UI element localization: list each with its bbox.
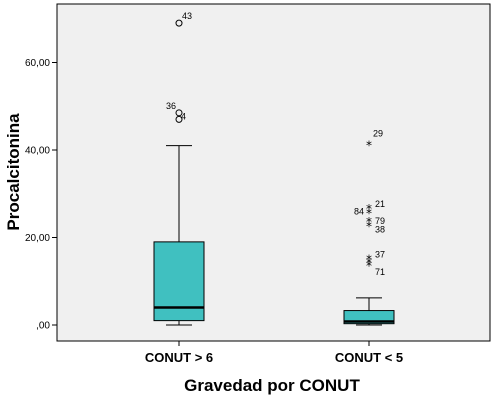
extreme-point: *	[366, 202, 372, 216]
y-tick-label: 40,00	[25, 146, 50, 157]
y-tick-label: 60,00	[25, 58, 50, 69]
extreme-point: *	[366, 206, 372, 220]
extreme-point: *	[366, 220, 372, 234]
outlier-point	[175, 115, 183, 123]
outlier-case-label: 21	[375, 199, 385, 209]
outlier-case-label: 4	[181, 111, 186, 121]
plot-area	[56, 3, 491, 342]
y-tick-label: ,00	[36, 321, 50, 332]
iqr-box	[153, 241, 205, 322]
x-axis: CONUT > 6 CONUT < 5	[145, 341, 403, 365]
outlier-case-label: 29	[373, 129, 383, 139]
outlier-case-label: 43	[182, 11, 192, 21]
outlier-point	[175, 109, 183, 117]
box-group	[153, 19, 205, 326]
y-tick-label: 20,00	[25, 233, 50, 244]
extreme-point: *	[366, 215, 372, 229]
y-axis: ,00 20,00 40,00 60,00	[25, 58, 57, 332]
x-tick-label: CONUT > 6	[145, 350, 213, 365]
outlier-case-label: 79	[375, 216, 385, 226]
x-axis-title: Gravedad por CONUT	[184, 376, 360, 395]
y-axis-title: Procalcitonina	[4, 113, 23, 231]
outlier-case-label: 71	[375, 267, 385, 277]
outlier-case-label: 38	[375, 225, 385, 235]
outlier-case-label: 37	[375, 249, 385, 259]
extreme-point: *	[366, 252, 372, 266]
outlier-case-label: 84	[354, 206, 364, 216]
outlier-point	[175, 19, 183, 27]
extreme-point: *	[366, 139, 372, 153]
outlier-case-label: 36	[166, 101, 176, 111]
box-group: ********	[343, 139, 395, 326]
x-tick-label: CONUT < 5	[335, 350, 403, 365]
extreme-point: *	[366, 259, 372, 273]
extreme-point: *	[366, 256, 372, 270]
